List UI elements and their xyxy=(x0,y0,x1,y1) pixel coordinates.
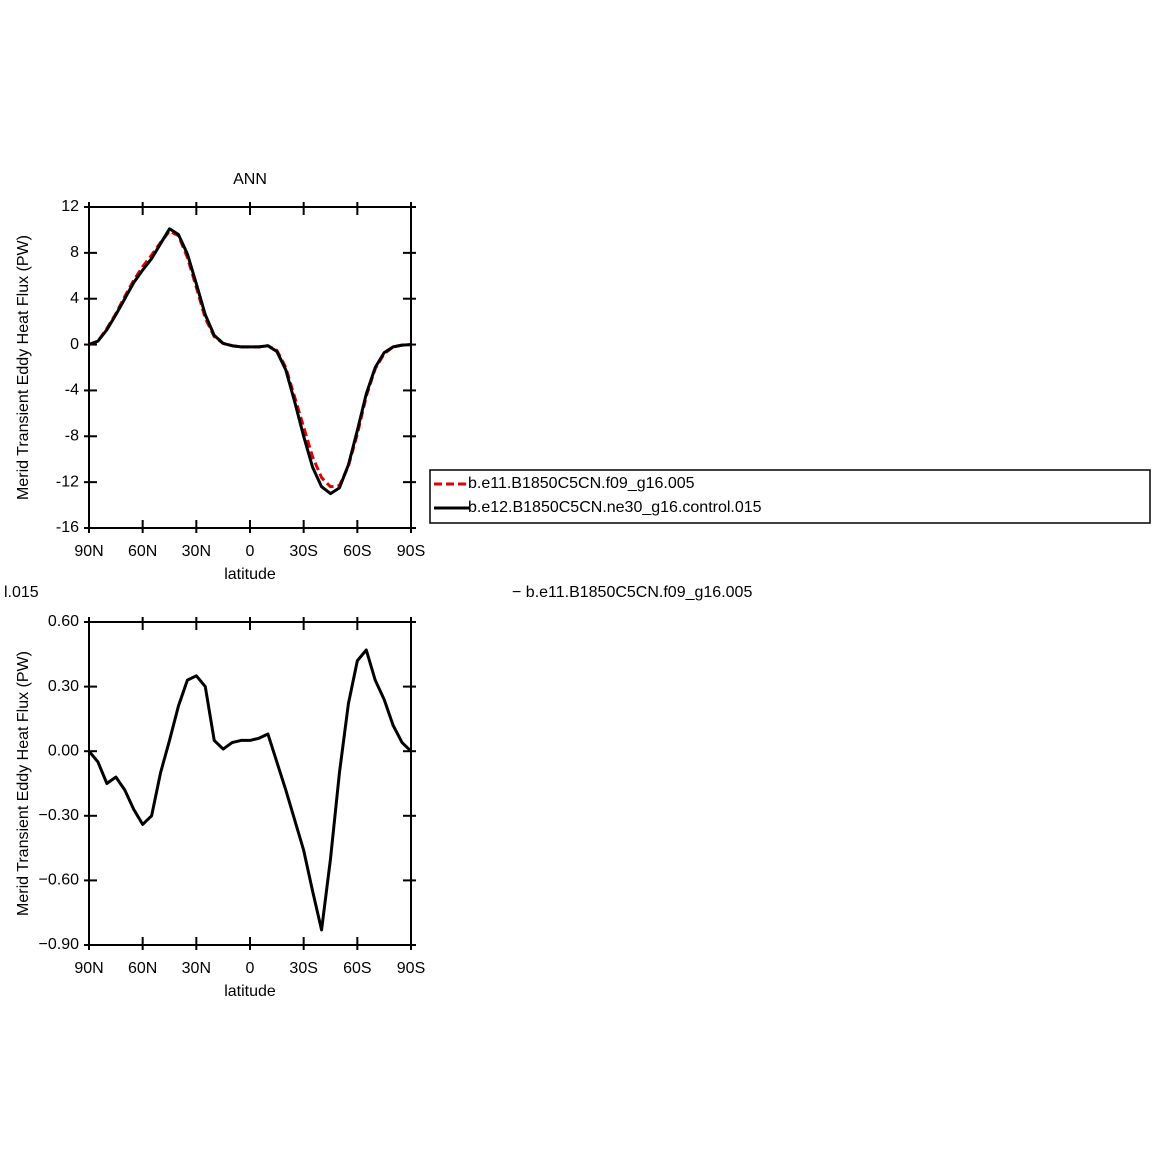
x-tick-label: 90N xyxy=(74,960,103,977)
series-line xyxy=(88,229,412,489)
y-tick-label: 8 xyxy=(70,244,79,261)
legend-label: b.e11.B1850C5CN.f09_g16.005 xyxy=(468,475,695,492)
x-tick-label: 30N xyxy=(182,543,211,560)
x-tick-label: 30S xyxy=(289,543,317,560)
y-axis-label: Merid Transient Eddy Heat Flux (PW) xyxy=(15,235,32,500)
series-line xyxy=(87,648,413,932)
y-tick-label: 0 xyxy=(70,336,79,353)
x-tick-label: 0 xyxy=(246,960,255,977)
x-tick-label: 60N xyxy=(128,960,157,977)
legend-box xyxy=(429,469,1151,524)
chart-title: − b.e11.B1850C5CN.f09_g16.005 xyxy=(512,584,752,601)
chart-title: l.015 xyxy=(4,584,39,601)
y-tick-label: -4 xyxy=(65,382,79,399)
x-tick-label: 0 xyxy=(246,543,255,560)
x-tick-label: 90N xyxy=(74,543,103,560)
series-line xyxy=(88,227,412,496)
x-axis-label: latitude xyxy=(224,566,276,583)
y-tick-label: 12 xyxy=(61,198,79,215)
plot-frame xyxy=(88,621,412,946)
x-tick-label: 90S xyxy=(397,960,425,977)
y-tick-label: 0.00 xyxy=(48,742,79,759)
x-axis-label: latitude xyxy=(224,983,276,1000)
y-tick-label: −0.60 xyxy=(39,872,80,889)
plot-frame xyxy=(88,206,412,529)
y-tick-label: −0.90 xyxy=(39,936,80,953)
y-tick-label: -16 xyxy=(56,519,79,536)
x-tick-label: 90S xyxy=(397,543,425,560)
y-tick-label: 4 xyxy=(70,290,79,307)
y-tick-label: −0.30 xyxy=(39,807,80,824)
y-tick-label: 0.60 xyxy=(48,613,79,630)
x-tick-label: 30N xyxy=(182,960,211,977)
legend-label: b.e12.B1850C5CN.ne30_g16.control.015 xyxy=(468,499,762,516)
x-tick-label: 60S xyxy=(343,960,371,977)
y-axis-label: Merid Transient Eddy Heat Flux (PW) xyxy=(15,651,32,916)
x-tick-label: 30S xyxy=(289,960,317,977)
chart-title: ANN xyxy=(233,171,267,188)
y-tick-label: -12 xyxy=(56,473,79,490)
y-tick-label: 0.30 xyxy=(48,678,79,695)
x-tick-label: 60S xyxy=(343,543,371,560)
y-tick-label: -8 xyxy=(65,428,79,445)
x-tick-label: 60N xyxy=(128,543,157,560)
